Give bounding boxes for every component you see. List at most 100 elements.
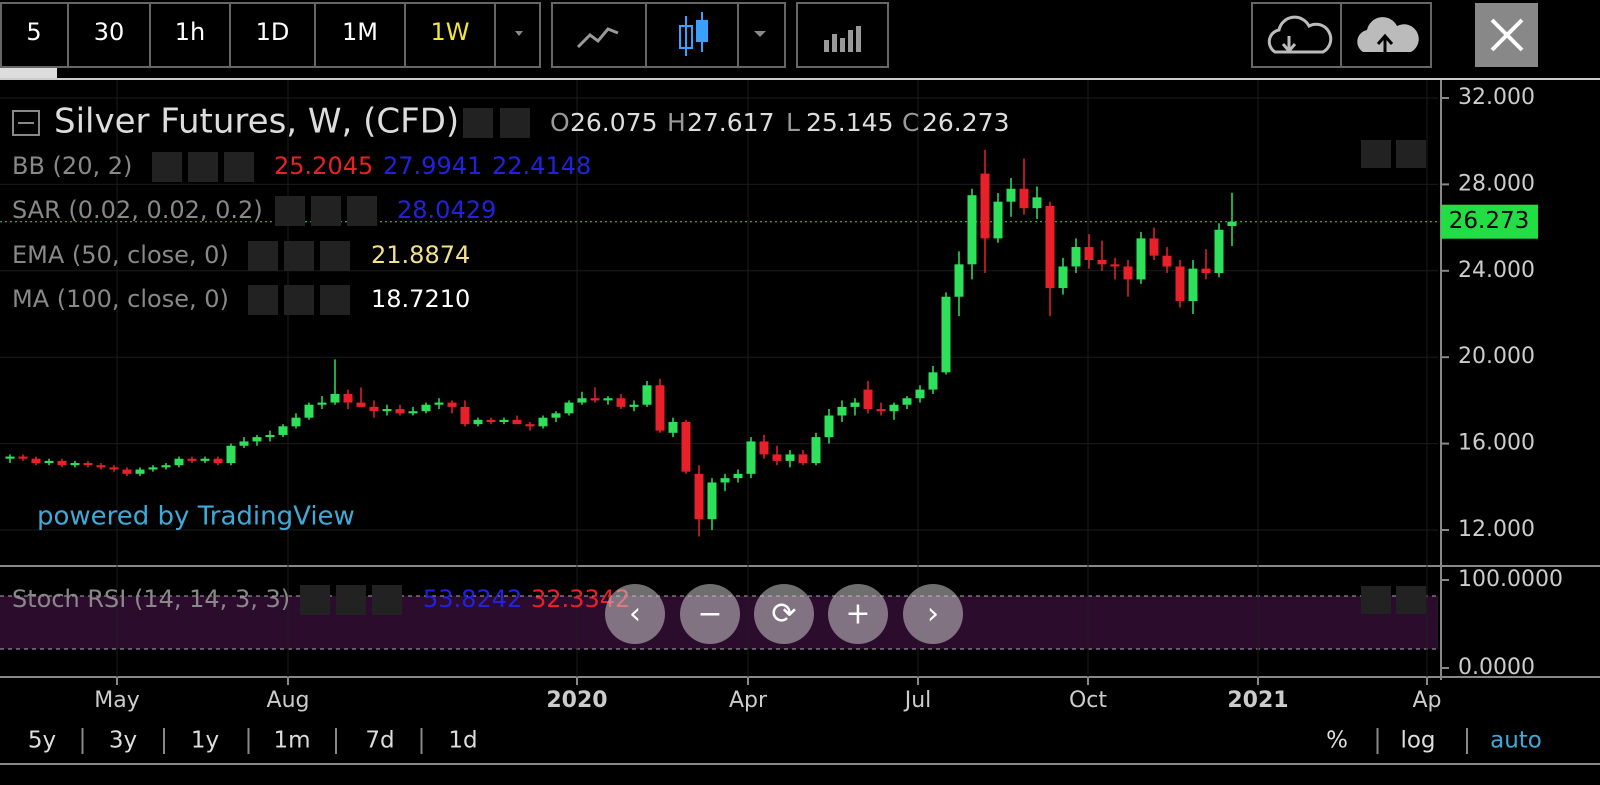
y-tick-label: 12.000 <box>1458 517 1535 542</box>
pane-expand-button[interactable] <box>1396 586 1426 614</box>
candle-body <box>564 402 574 414</box>
interval-button[interactable]: 1W <box>431 18 470 46</box>
interval-button[interactable]: 1M <box>342 18 378 46</box>
candle-body <box>369 406 379 412</box>
indicator-icon[interactable] <box>275 196 305 226</box>
indicator-icon[interactable] <box>248 285 278 315</box>
indicator-icon[interactable] <box>152 152 182 182</box>
nav-button[interactable] <box>828 584 888 644</box>
interval-button[interactable]: 1D <box>256 18 290 46</box>
candle-body <box>707 482 717 520</box>
candle-body <box>954 264 964 297</box>
indicator-icon[interactable] <box>347 196 377 226</box>
candle-body <box>148 467 158 470</box>
range-button[interactable]: 1y <box>191 728 219 754</box>
indicator-icon[interactable] <box>300 585 330 615</box>
indicator-icon[interactable] <box>311 196 341 226</box>
candle-body <box>772 454 782 461</box>
candle-body <box>174 458 184 466</box>
ohlc-value: 25.145 <box>806 108 893 137</box>
range-button[interactable]: 1d <box>448 728 477 754</box>
candle-body <box>1136 238 1146 280</box>
indicator-name: Stoch RSI (14, 14, 3, 3) <box>12 585 290 613</box>
watermark: powered by TradingView <box>37 502 355 532</box>
y-tick-label: 32.000 <box>1458 85 1535 110</box>
candle-body <box>421 404 431 412</box>
candle-body <box>486 419 496 422</box>
candle-body <box>876 409 886 412</box>
nav-button[interactable] <box>680 584 740 644</box>
chart-title: Silver Futures, W, (CFD) <box>54 102 459 142</box>
nav-button[interactable] <box>605 584 665 644</box>
indicator-name: BB (20, 2) <box>12 152 132 180</box>
pane-up-button[interactable] <box>1361 586 1391 614</box>
candle-body <box>356 402 366 407</box>
cloud-download-icon[interactable] <box>1267 15 1333 54</box>
indicator-icon[interactable] <box>320 241 350 271</box>
indicator-name: MA (100, close, 0) <box>12 285 229 313</box>
candle-body <box>1006 188 1016 202</box>
candle-body <box>538 417 548 427</box>
candle-body <box>70 463 80 466</box>
candle-body <box>512 419 522 425</box>
dropdown-icon[interactable] <box>754 31 766 37</box>
nav-button[interactable] <box>903 584 963 644</box>
candle-body <box>655 385 665 431</box>
indicator-value: 28.0429 <box>397 196 496 224</box>
ohlc-value: 27.617 <box>687 108 774 137</box>
interval-button[interactable]: 30 <box>94 18 125 46</box>
candle-body <box>824 415 834 438</box>
indicator-icon[interactable] <box>284 241 314 271</box>
scroll-down-button[interactable] <box>1361 140 1391 168</box>
candle-body <box>291 417 301 427</box>
scale-button[interactable]: % <box>1326 728 1348 754</box>
range-button[interactable]: 5y <box>28 728 56 754</box>
scale-button[interactable]: auto <box>1490 728 1542 754</box>
navigation: ‹ − ⟳ + › <box>605 584 963 644</box>
range-button[interactable]: 7d <box>365 728 394 754</box>
expand-button[interactable] <box>1396 140 1426 168</box>
dropdown-icon[interactable] <box>515 31 523 36</box>
indicator-value: 21.8874 <box>371 241 470 269</box>
candle-body <box>850 402 860 407</box>
candle-body <box>1058 266 1068 289</box>
candle-body <box>239 441 249 446</box>
candle-body <box>1097 260 1107 265</box>
cloud-upload-icon[interactable] <box>1357 17 1419 52</box>
indicator-icon[interactable] <box>284 285 314 315</box>
candle-body <box>915 389 925 399</box>
nav-icon: ⟳ <box>771 597 796 632</box>
interval-button[interactable]: 5 <box>26 18 41 46</box>
indicator-icon[interactable] <box>248 241 278 271</box>
candle-body <box>980 173 990 239</box>
indicator-icon[interactable] <box>224 152 254 182</box>
indicator-icon[interactable] <box>188 152 218 182</box>
indicators-button[interactable] <box>796 2 889 68</box>
candle-chart-icon[interactable] <box>679 12 708 56</box>
candle-body <box>1045 206 1055 289</box>
y-tick-label: 16.000 <box>1458 431 1535 456</box>
candle-body <box>902 398 912 405</box>
range-button[interactable]: 1m <box>273 728 310 754</box>
candle-body <box>837 406 847 416</box>
scale-button[interactable]: log <box>1400 728 1435 754</box>
interval-button[interactable]: 1h <box>175 18 205 46</box>
x-tick-label: Oct <box>1069 688 1107 713</box>
eye-icon[interactable] <box>463 108 493 138</box>
ohlc-value: 26.075 <box>570 108 657 137</box>
nav-icon: › <box>927 597 939 632</box>
collapse-icon[interactable] <box>12 110 40 136</box>
line-chart-icon[interactable] <box>576 27 619 49</box>
candle-body <box>577 398 587 403</box>
y-tick-label: 28.000 <box>1458 171 1535 196</box>
range-button[interactable]: 3y <box>109 728 137 754</box>
nav-button[interactable] <box>754 584 814 644</box>
candle-body <box>330 393 340 403</box>
indicator-icon[interactable] <box>320 285 350 315</box>
gear-icon[interactable] <box>500 108 530 138</box>
indicator-icon[interactable] <box>336 585 366 615</box>
candle-body <box>226 445 236 464</box>
indicator-icon[interactable] <box>372 585 402 615</box>
indicator-value: 25.2045 <box>274 152 373 180</box>
